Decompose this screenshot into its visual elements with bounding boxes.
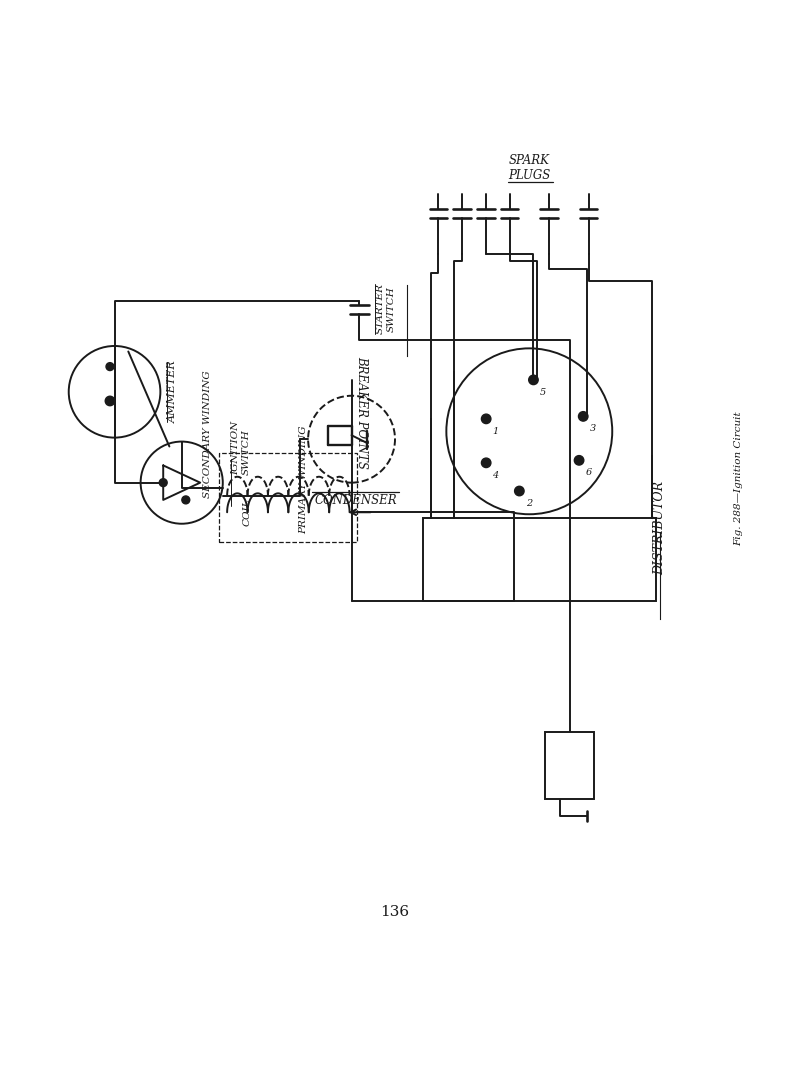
- Circle shape: [574, 456, 584, 465]
- Circle shape: [514, 486, 524, 496]
- Circle shape: [578, 411, 588, 421]
- Bar: [219, 453, 357, 541]
- Text: PRIMARY WINDING: PRIMARY WINDING: [299, 425, 309, 534]
- Text: 1: 1: [492, 427, 498, 436]
- Text: COIL: COIL: [243, 499, 251, 527]
- Circle shape: [481, 458, 491, 468]
- Text: 6: 6: [585, 468, 592, 477]
- Text: 3: 3: [589, 424, 596, 434]
- Text: SWITCH: SWITCH: [242, 429, 250, 475]
- Circle shape: [106, 363, 114, 371]
- Text: Fig. 288—Ignition Circuit: Fig. 288—Ignition Circuit: [734, 411, 743, 546]
- Text: SECONDARY WINDING: SECONDARY WINDING: [203, 371, 212, 499]
- Text: 136: 136: [381, 905, 409, 918]
- Text: SPARK: SPARK: [509, 154, 550, 167]
- Circle shape: [160, 478, 167, 487]
- Text: 2: 2: [525, 499, 532, 508]
- Text: AMMETER: AMMETER: [168, 360, 179, 423]
- Text: STARTER: STARTER: [375, 283, 384, 334]
- Circle shape: [105, 396, 115, 406]
- Text: PLUGS: PLUGS: [508, 170, 551, 183]
- Text: 5: 5: [540, 388, 546, 397]
- Text: IGNITION: IGNITION: [231, 421, 239, 475]
- Text: BREAKER POINTS: BREAKER POINTS: [356, 357, 368, 469]
- Text: SWITCH: SWITCH: [386, 286, 395, 332]
- Circle shape: [182, 496, 190, 504]
- Bar: [545, 732, 594, 799]
- Text: 4: 4: [492, 471, 498, 480]
- Text: 1: 1: [566, 785, 573, 794]
- Circle shape: [481, 414, 491, 424]
- Text: CONDENSER: CONDENSER: [314, 494, 397, 507]
- Text: +: +: [564, 738, 575, 751]
- Bar: [423, 518, 656, 601]
- Circle shape: [529, 375, 538, 384]
- Text: DISTRIBUTOR: DISTRIBUTOR: [653, 482, 666, 576]
